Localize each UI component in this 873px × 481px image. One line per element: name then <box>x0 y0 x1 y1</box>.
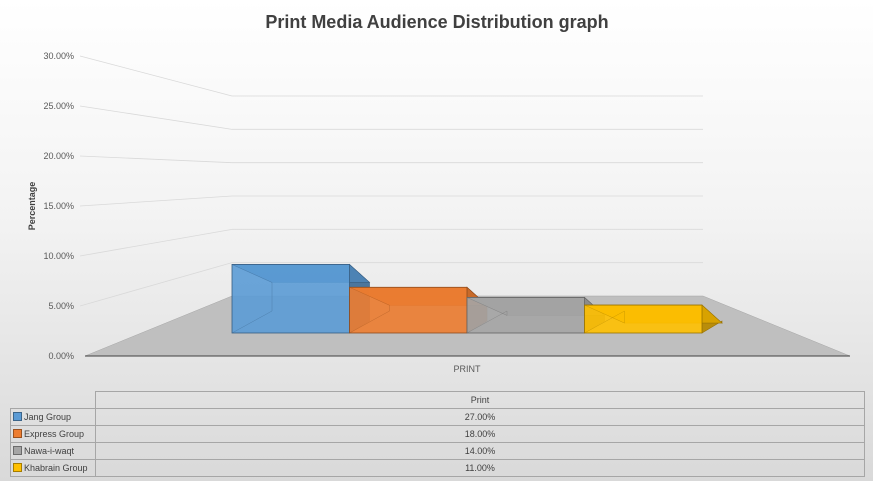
bar <box>349 286 468 334</box>
gridline <box>79 195 233 207</box>
table-corner <box>11 392 96 409</box>
y-tick-label: 25.00% <box>43 101 74 111</box>
data-table: Print Jang Group 27.00% Express Group 18… <box>10 391 865 477</box>
table-value: 18.00% <box>95 425 865 443</box>
chart-area: Print Media Audience Distribution graph … <box>27 12 851 374</box>
gridline <box>79 262 233 307</box>
bars <box>231 263 723 334</box>
legend-label: Khabrain Group <box>24 463 88 473</box>
legend-swatch <box>13 429 22 438</box>
table-row: Nawa-i-waqt 14.00% <box>10 442 865 460</box>
legend-swatch <box>13 463 22 472</box>
legend-label: Jang Group <box>24 412 72 422</box>
bar-group <box>584 304 723 334</box>
table-row: Jang Group 27.00% <box>10 408 865 426</box>
legend-entry: Jang Group <box>10 408 96 426</box>
gridline <box>79 105 233 130</box>
table-row: Express Group 18.00% <box>10 425 865 443</box>
table-value: 14.00% <box>95 442 865 460</box>
bar-edge <box>231 264 273 334</box>
bar-edge <box>466 297 508 334</box>
bar-edge <box>584 304 625 334</box>
legend-swatch <box>13 412 22 421</box>
bar-edge <box>349 287 390 334</box>
legend-swatch <box>13 446 22 455</box>
legend-entry: Nawa-i-waqt <box>10 442 96 460</box>
y-axis-ticks: 0.00% 5.00% 10.00% 15.00% 20.00% 25.00% 30.00% <box>43 51 74 361</box>
gridline <box>79 228 233 257</box>
bar-group <box>349 286 488 334</box>
x-category-label: PRINT <box>454 364 482 374</box>
y-axis-title: Percentage <box>27 182 37 231</box>
y-tick-label: 10.00% <box>43 251 74 261</box>
legend-entry: Khabrain Group <box>10 459 96 477</box>
chart-title: Print Media Audience Distribution graph <box>265 12 608 32</box>
legend-label: Express Group <box>24 429 85 439</box>
gridline <box>79 155 233 164</box>
table-header-row: Print <box>11 391 865 409</box>
bar <box>584 304 703 334</box>
y-tick-label: 30.00% <box>43 51 74 61</box>
legend-entry: Express Group <box>10 425 96 443</box>
gridline <box>79 55 233 97</box>
bar <box>466 297 585 334</box>
y-tick-label: 15.00% <box>43 201 74 211</box>
gridlines <box>79 55 703 307</box>
table-value: 27.00% <box>95 408 865 426</box>
table-header-cell: Print <box>95 391 865 409</box>
y-tick-label: 20.00% <box>43 151 74 161</box>
y-tick-label: 0.00% <box>48 351 74 361</box>
bar-group <box>231 263 371 334</box>
table-value: 11.00% <box>95 459 865 477</box>
bar <box>231 264 350 334</box>
legend-label: Nawa-i-waqt <box>24 446 75 456</box>
table-row: Khabrain Group 11.00% <box>10 459 865 477</box>
y-tick-label: 5.00% <box>48 301 74 311</box>
bar-group <box>466 296 606 334</box>
